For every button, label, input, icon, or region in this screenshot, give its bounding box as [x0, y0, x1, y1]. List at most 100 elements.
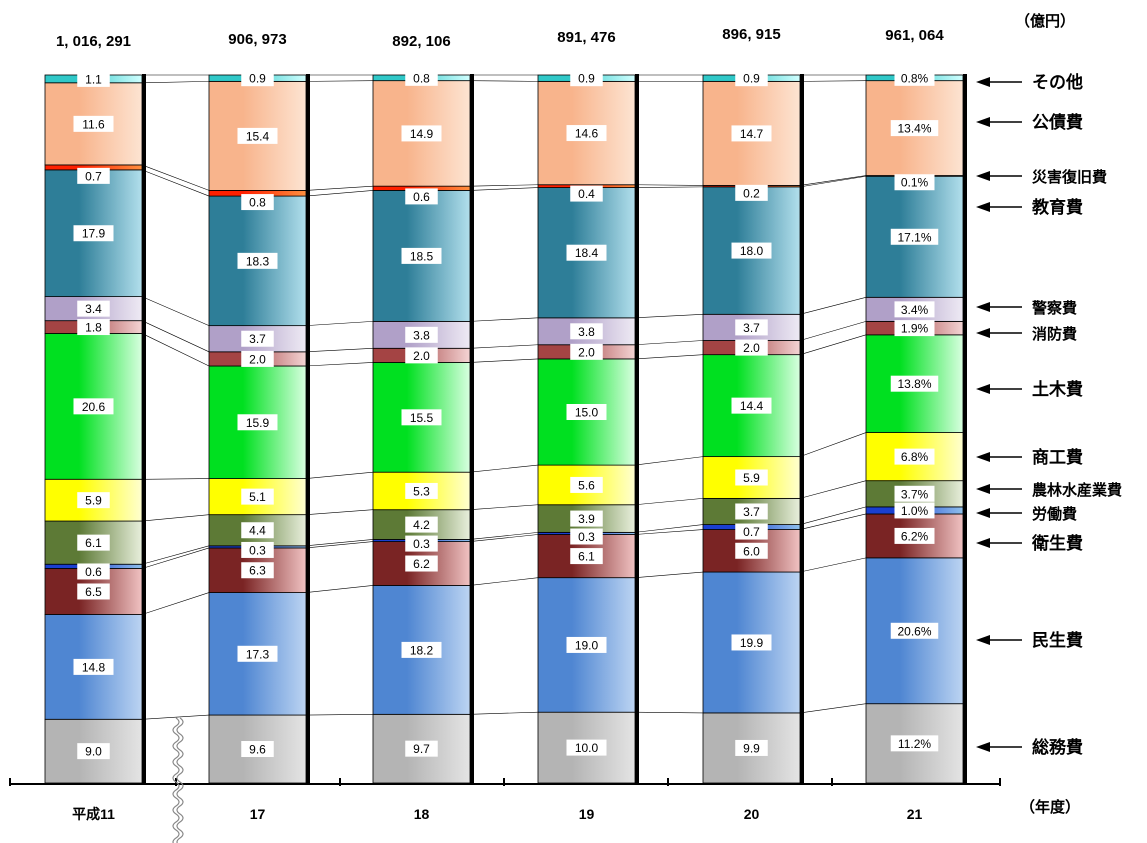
value-label-text: 18.4 — [575, 246, 599, 260]
connector-line — [469, 534, 539, 542]
value-label-text: 6.2 — [413, 557, 430, 571]
value-label-box — [570, 343, 603, 360]
value-label: 20.6 — [73, 398, 114, 415]
value-label-box — [401, 641, 442, 658]
value-label-text: 3.4 — [85, 302, 102, 316]
value-label: 15.0 — [566, 404, 607, 421]
connector-line — [634, 354, 704, 360]
connector-line — [305, 539, 374, 547]
value-label-text: 14.4 — [740, 399, 764, 413]
value-label-text: 6.1 — [85, 536, 102, 550]
x-axis-title: （年度） — [1020, 798, 1080, 816]
value-label-text: 2.0 — [413, 349, 430, 363]
legend-label: 土木費 — [1032, 379, 1083, 399]
value-label: 19.9 — [731, 634, 772, 651]
value-label-text: 11.6 — [82, 117, 105, 131]
value-label: 3.8 — [570, 323, 603, 340]
legend-label: 公債費 — [1032, 112, 1083, 132]
connector-line — [634, 184, 704, 186]
bar-shadow — [963, 74, 967, 783]
value-label-box — [735, 542, 768, 559]
value-label: 2.0 — [405, 347, 438, 364]
value-label-box — [77, 743, 110, 760]
value-label-box — [570, 476, 603, 493]
value-label-box — [570, 528, 603, 545]
value-label-box — [401, 247, 442, 264]
bar-shadow — [470, 74, 474, 783]
value-label-text: 6.1 — [578, 550, 595, 564]
value-label-text: 2.0 — [743, 341, 760, 355]
arrow-left-icon — [976, 742, 990, 752]
value-label-box — [894, 174, 935, 191]
value-label-text: 15.0 — [575, 406, 599, 420]
value-label-box — [405, 69, 438, 86]
value-label: 18.3 — [237, 252, 278, 269]
connector-line — [799, 513, 867, 530]
value-label-text: 0.2 — [743, 186, 760, 200]
value-label: 17.9 — [73, 225, 114, 242]
value-label-box — [890, 622, 939, 639]
arrow-left-icon — [976, 484, 990, 494]
bar-stack: 892, 106 — [372, 33, 474, 784]
legend-label: 労働費 — [1032, 505, 1077, 523]
legend-label: その他 — [1032, 72, 1083, 92]
value-label: 0.4 — [570, 185, 603, 202]
value-label-text: 6.5 — [85, 585, 102, 599]
connector-line — [141, 547, 210, 569]
category-label: 18 — [414, 806, 430, 822]
value-label: 14.8 — [73, 658, 114, 675]
value-label-box — [731, 397, 772, 414]
value-label: 15.5 — [401, 409, 442, 426]
value-label-text: 0.3 — [578, 530, 595, 544]
connector-line — [634, 498, 704, 506]
connector-line — [141, 320, 210, 353]
total-label: 896, 915 — [722, 26, 780, 43]
legend-item: 教育費 — [976, 197, 1083, 217]
value-label-box — [73, 115, 114, 132]
legend-label: 消防費 — [1032, 325, 1077, 343]
value-label: 6.0 — [735, 542, 768, 559]
value-label: 18.2 — [401, 641, 442, 658]
value-label: 2.0 — [570, 343, 603, 360]
connector-line — [305, 714, 374, 716]
value-label: 0.9 — [570, 70, 603, 87]
value-label-text: 0.6 — [85, 565, 102, 579]
value-label-box — [894, 448, 935, 465]
bar-shadow — [142, 74, 146, 783]
value-label-text: 0.6 — [413, 190, 430, 204]
value-label-box — [731, 634, 772, 651]
legend-item: その他 — [976, 72, 1083, 92]
value-label-box — [570, 185, 603, 202]
connector-line — [141, 514, 210, 522]
value-label-box — [237, 252, 278, 269]
bar-stack: 961, 064 — [865, 27, 967, 784]
arrow-left-icon — [976, 171, 990, 181]
value-label-text: 3.7 — [743, 321, 760, 335]
x-axis: 平成11 17 18 19 20 21 — [9, 717, 1001, 843]
value-label-text: 20.6% — [897, 624, 931, 638]
value-label: 9.6 — [241, 741, 274, 758]
arrow-left-icon — [976, 508, 990, 518]
value-label-text: 9.7 — [413, 742, 430, 756]
value-label-box — [241, 562, 274, 579]
value-label: 15.9 — [237, 414, 278, 431]
value-label-text: 15.9 — [246, 416, 270, 430]
value-label-box — [401, 125, 442, 142]
value-label-box — [237, 127, 278, 144]
value-label-text: 18.2 — [410, 643, 434, 657]
value-label-box — [566, 125, 607, 142]
value-label: 0.8 — [241, 194, 274, 211]
value-label-text: 1.0% — [901, 504, 929, 518]
value-label-text: 3.8 — [578, 325, 595, 339]
legend-label: 警察費 — [1031, 299, 1077, 317]
category-label: 21 — [907, 806, 923, 822]
value-label-text: 14.6 — [575, 127, 599, 141]
value-label: 3.7 — [735, 319, 768, 336]
value-label-text: 13.8% — [897, 377, 931, 391]
legend-item: 総務費 — [976, 737, 1083, 757]
value-label-box — [77, 563, 110, 580]
value-label-box — [566, 636, 607, 653]
value-label: 5.9 — [77, 492, 110, 509]
value-label-box — [241, 350, 274, 367]
